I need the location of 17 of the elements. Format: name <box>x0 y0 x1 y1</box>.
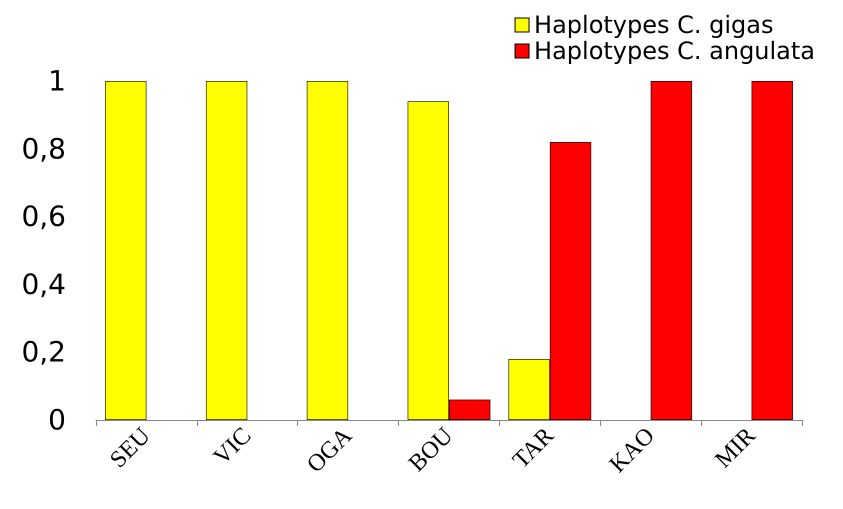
x-tick-label: MIR <box>710 422 761 474</box>
y-tick-label: 0 <box>48 404 66 436</box>
legend-label: Haplotypes C. angulata <box>534 37 816 65</box>
bar <box>650 81 692 420</box>
bar <box>206 81 248 420</box>
y-tick-label: 0,2 <box>21 336 66 369</box>
y-tick-label: 0,6 <box>21 200 66 234</box>
bar <box>306 81 348 420</box>
bar <box>752 81 793 420</box>
y-tick-label: 0,8 <box>21 132 66 166</box>
y-tick-label: 0,4 <box>21 268 66 301</box>
x-tick-label: VIC <box>208 422 256 470</box>
legend-label: Haplotypes C. gigas <box>534 11 774 39</box>
bar <box>105 81 146 420</box>
x-tick-label: OGA <box>302 422 358 478</box>
x-tick-label: TAR <box>508 422 560 474</box>
y-tick-label: 1 <box>48 64 66 98</box>
